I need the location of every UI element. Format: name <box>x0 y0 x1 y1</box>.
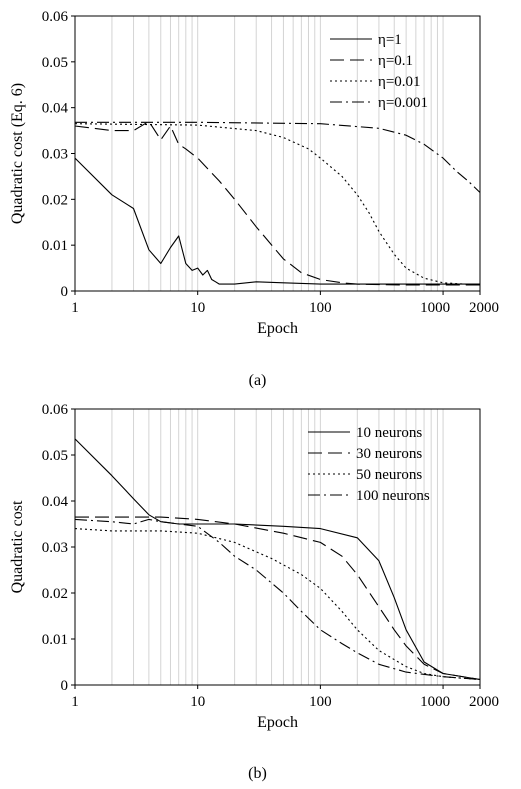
y-tick-label: 0.02 <box>42 586 68 602</box>
legend: 10 neurons 30 neurons 50 neurons 100 neuron… <box>308 425 430 504</box>
series-line-3 <box>74 123 480 285</box>
gridlines <box>111 409 444 685</box>
x-tick-label: 100 <box>309 694 332 710</box>
legend-label: η=1 <box>378 32 402 48</box>
series-line-2 <box>74 120 480 286</box>
y-tick-label: 0.03 <box>42 540 68 556</box>
y-tick-label: 0.06 <box>42 9 69 25</box>
x-tick-label: 1000 <box>420 694 450 710</box>
legend-label: η=0.01 <box>378 74 421 90</box>
y-tick-label: 0.06 <box>42 402 69 418</box>
x-axis-title: Epoch <box>257 320 298 337</box>
legend: η=1 η=0.1 η=0.01 η=0.001 <box>330 32 428 111</box>
series-line-2 <box>75 516 481 681</box>
series-line-1 <box>74 438 481 681</box>
chart-1: 0 0.01 0.02 0.03 0.04 0.05 0.06 1 10 100 1000 2000 E… <box>9 9 499 389</box>
x-tick-label: 1000 <box>420 300 450 316</box>
chart-2: 0 0.01 0.02 0.03 0.04 0.05 0.06 1 10 100 1000 2000 E… <box>9 402 499 782</box>
y-tick-label: 0 <box>61 284 69 300</box>
figure-caption: (a) <box>249 372 267 389</box>
series-line-4 <box>74 518 481 681</box>
x-tick-label: 2000 <box>469 300 499 316</box>
series-line-4 <box>75 121 481 193</box>
x-tick-label: 2000 <box>469 694 499 710</box>
legend-label: 100 neurons <box>356 488 430 504</box>
legend-label: 50 neurons <box>356 467 422 483</box>
legend-label: η=0.001 <box>378 95 428 111</box>
y-axis-title: Quadratic cost (Eq. 6) <box>9 83 26 224</box>
plot-frame <box>74 15 481 292</box>
x-tick-label: 10 <box>190 300 205 316</box>
y-tick-label: 0.01 <box>42 238 68 254</box>
legend-label: η=0.1 <box>378 53 413 69</box>
x-tick-label: 1 <box>71 694 79 710</box>
x-tick-label: 10 <box>190 694 205 710</box>
x-axis-title: Epoch <box>257 714 298 731</box>
y-tick-label: 0.02 <box>42 192 68 208</box>
y-tick-label: 0.04 <box>42 101 69 117</box>
series-line-1 <box>74 157 480 285</box>
x-tick-label: 1 <box>71 300 79 316</box>
series-line-3 <box>74 528 481 681</box>
y-axis-title: Quadratic cost <box>9 500 26 593</box>
y-tick-label: 0.05 <box>42 448 68 464</box>
y-tick-label: 0.01 <box>42 632 68 648</box>
legend-label: 10 neurons <box>356 425 422 441</box>
y-tick-label: 0.04 <box>42 494 69 510</box>
legend-label: 30 neurons <box>356 446 422 462</box>
x-tick-label: 100 <box>309 300 332 316</box>
y-tick-label: 0.05 <box>42 55 68 71</box>
figure-caption: (b) <box>248 765 267 782</box>
y-tick-label: 0.03 <box>42 147 68 163</box>
gridlines <box>111 16 444 291</box>
y-tick-label: 0 <box>61 678 69 694</box>
